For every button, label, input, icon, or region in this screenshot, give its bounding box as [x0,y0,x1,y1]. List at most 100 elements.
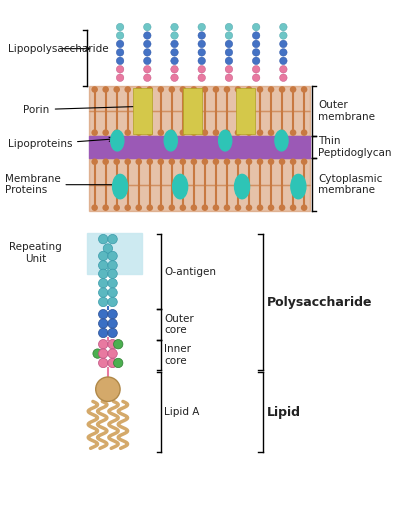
Circle shape [99,279,108,288]
Circle shape [198,40,205,48]
Text: Lipopolysaccharide: Lipopolysaccharide [8,44,108,54]
Ellipse shape [275,130,288,151]
Circle shape [99,297,108,307]
Circle shape [198,24,205,31]
Circle shape [198,57,205,65]
Circle shape [113,358,123,368]
Circle shape [301,86,308,93]
Circle shape [279,204,286,211]
Circle shape [301,158,308,165]
Text: Polysaccharide: Polysaccharide [267,296,372,309]
Circle shape [108,288,117,297]
Ellipse shape [173,175,188,199]
Circle shape [301,130,308,136]
Text: Outer
core: Outer core [164,314,194,335]
Circle shape [198,74,205,81]
Circle shape [257,204,263,211]
Bar [133,88,152,134]
Circle shape [190,158,197,165]
Circle shape [171,66,178,73]
Circle shape [202,158,208,165]
Circle shape [108,358,117,368]
Circle shape [213,130,219,136]
Bar [89,86,310,111]
Text: Outer
membrane: Outer membrane [318,100,375,122]
Circle shape [116,57,124,65]
Circle shape [257,86,263,93]
Circle shape [235,204,241,211]
Circle shape [144,40,151,48]
Circle shape [198,32,205,39]
Circle shape [144,49,151,56]
Circle shape [252,74,260,81]
Circle shape [93,349,102,358]
Circle shape [108,309,117,319]
Circle shape [136,86,142,93]
Circle shape [158,130,164,136]
Circle shape [108,297,117,307]
Circle shape [124,158,131,165]
Circle shape [213,158,219,165]
Circle shape [246,86,252,93]
Circle shape [279,74,287,81]
Circle shape [171,57,178,65]
Circle shape [290,130,296,136]
Circle shape [180,204,186,211]
Circle shape [116,24,124,31]
Circle shape [180,130,186,136]
Circle shape [113,204,120,211]
Ellipse shape [235,175,249,199]
Circle shape [146,158,153,165]
Circle shape [202,130,208,136]
Ellipse shape [113,175,128,199]
Circle shape [225,32,233,39]
Circle shape [198,66,205,73]
Circle shape [224,86,230,93]
Circle shape [171,74,178,81]
Circle shape [91,204,98,211]
Circle shape [99,269,108,279]
Text: Porin: Porin [23,104,139,115]
Circle shape [113,339,123,349]
Circle shape [136,204,142,211]
Circle shape [290,158,296,165]
Circle shape [252,40,260,48]
Circle shape [252,24,260,31]
Circle shape [108,319,117,328]
Circle shape [279,24,287,31]
Circle shape [257,130,263,136]
Circle shape [124,204,131,211]
Circle shape [246,158,252,165]
Circle shape [225,24,233,31]
Circle shape [171,32,178,39]
Circle shape [279,40,287,48]
Circle shape [235,130,241,136]
Circle shape [136,158,142,165]
Circle shape [99,251,108,261]
Circle shape [108,234,117,244]
Circle shape [198,49,205,56]
Circle shape [113,158,120,165]
Circle shape [124,130,131,136]
Circle shape [268,130,274,136]
Circle shape [252,49,260,56]
Circle shape [103,244,113,253]
Circle shape [224,130,230,136]
Circle shape [146,204,153,211]
Bar [89,111,310,136]
Circle shape [116,49,124,56]
Text: Lipid: Lipid [267,406,300,419]
Text: Repeating
Unit: Repeating Unit [9,242,62,264]
Circle shape [99,234,108,244]
Circle shape [246,130,252,136]
Circle shape [116,66,124,73]
Circle shape [279,49,287,56]
Circle shape [108,261,117,270]
Circle shape [246,204,252,211]
Circle shape [99,309,108,319]
Circle shape [279,86,286,93]
Circle shape [99,261,108,270]
Circle shape [136,130,142,136]
Circle shape [190,204,197,211]
Circle shape [190,130,197,136]
